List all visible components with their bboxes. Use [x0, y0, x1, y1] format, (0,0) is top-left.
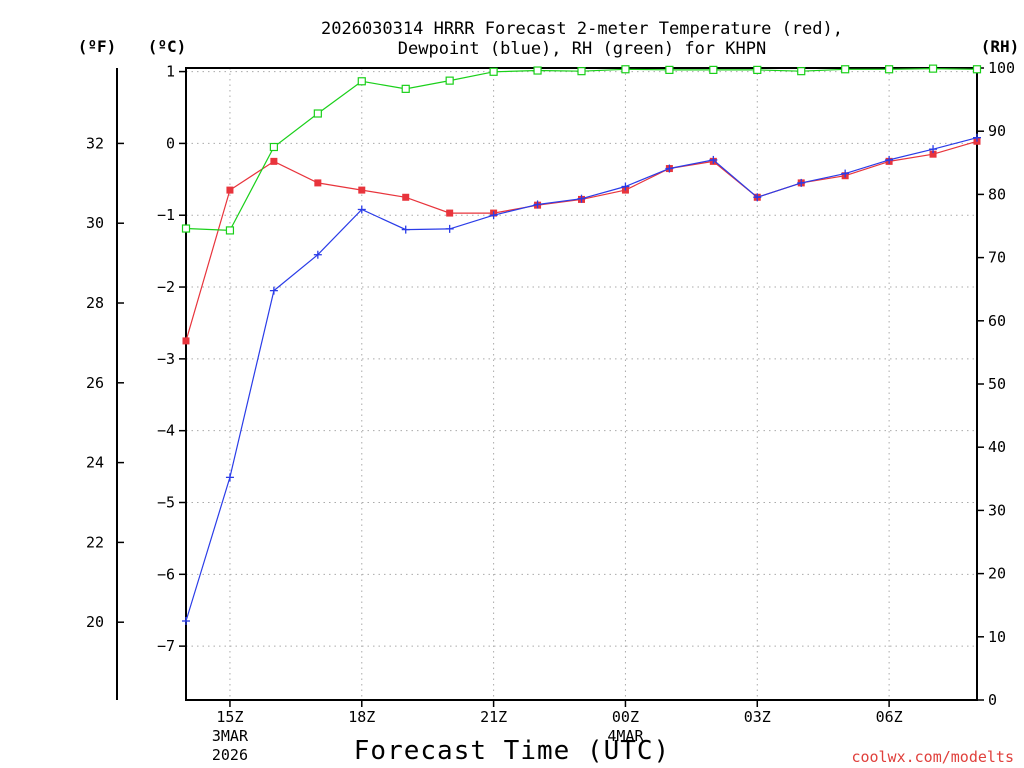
rh-tick-label-0: 100 — [988, 59, 1015, 77]
dewpoint-point-11 — [665, 164, 674, 173]
temperature-point-4 — [358, 186, 366, 194]
dewpoint-point-17 — [929, 145, 938, 154]
temperature-point-3 — [314, 179, 322, 187]
rh-tick-label-5: 50 — [988, 375, 1006, 393]
temperature-point-17 — [929, 150, 937, 158]
rh-point-4 — [357, 77, 366, 86]
celsius-tick-label-8: −7 — [157, 637, 175, 655]
fahrenheit-tick-label-0: 32 — [86, 134, 104, 152]
x-tick-label-03Z: 03Z — [744, 708, 771, 726]
celsius-tick-label-6: −5 — [157, 494, 175, 512]
fahrenheit-tick-label-6: 20 — [86, 613, 104, 631]
x-tick-date-15Z: 3MAR — [212, 727, 249, 745]
dewpoint-point-10 — [621, 182, 630, 191]
dewpoint-point-6 — [445, 224, 454, 233]
dewpoint-point-5 — [401, 225, 410, 234]
dewpoint-point-3 — [313, 250, 322, 259]
dewpoint-point-0 — [182, 617, 190, 625]
fahrenheit-tick-label-3: 26 — [86, 374, 104, 392]
rh-tick-label-2: 80 — [988, 185, 1006, 203]
dewpoint-point-2 — [269, 286, 278, 295]
dewpoint-point-13 — [753, 193, 762, 202]
dewpoint-point-7 — [489, 211, 498, 220]
plot-frame — [185, 67, 978, 701]
rh-tick-label-8: 20 — [988, 565, 1006, 583]
celsius-tick-label-3: −2 — [157, 278, 175, 296]
chart-title: 2026030314 HRRR Forecast 2-meter Tempera… — [321, 19, 843, 39]
temperature-point-2 — [270, 157, 278, 165]
celsius-tick-label-4: −3 — [157, 350, 175, 368]
dewpoint-point-12 — [709, 155, 718, 164]
rh-point-10 — [621, 65, 630, 74]
x-tick-label-06Z: 06Z — [876, 708, 903, 726]
celsius-tick-label-1: 0 — [166, 134, 175, 152]
rh-point-14 — [797, 67, 806, 76]
rh-unit-label: (RH) — [981, 37, 1020, 56]
dewpoint-point-1 — [225, 473, 234, 482]
grid — [186, 68, 977, 700]
celsius-unit-label: (ºC) — [148, 37, 187, 56]
x-tick-label-18Z: 18Z — [348, 708, 375, 726]
rh-point-5 — [401, 84, 410, 93]
credit-text: coolwx.com/modelts — [851, 748, 1014, 766]
axes: 10−1−2−3−4−5−6−7323028262422201009080706… — [86, 59, 1015, 764]
rh-tick-label-10: 0 — [988, 691, 997, 709]
dewpoint-point-4 — [357, 205, 366, 214]
x-tick-label-15Z: 15Z — [216, 708, 243, 726]
rh-point-9 — [577, 67, 586, 76]
dewpoint-point-15 — [841, 169, 850, 178]
x-tick-date-00Z: 4MAR — [607, 727, 644, 745]
rh-point-0 — [181, 224, 191, 233]
temperature-point-0 — [182, 337, 190, 345]
fahrenheit-unit-label: (ºF) — [78, 37, 117, 56]
dewpoint-point-14 — [797, 178, 806, 187]
x-axis-label: Forecast Time (UTC) — [354, 736, 670, 766]
rh-point-18 — [972, 65, 982, 74]
rh-point-13 — [753, 65, 762, 74]
rh-point-7 — [489, 67, 498, 76]
x-tick-label-00Z: 00Z — [612, 708, 639, 726]
rh-point-12 — [709, 65, 718, 74]
rh-tick-label-9: 10 — [988, 628, 1006, 646]
fahrenheit-tick-label-4: 24 — [86, 454, 104, 472]
rh-tick-label-7: 30 — [988, 501, 1006, 519]
celsius-tick-label-7: −6 — [157, 565, 175, 583]
celsius-tick-label-0: 1 — [166, 63, 175, 81]
temperature-point-1 — [226, 186, 234, 194]
series-line-rh — [185, 67, 978, 232]
rh-tick-label-3: 70 — [988, 249, 1006, 267]
rh-point-6 — [445, 76, 454, 85]
series-line-temperature — [185, 140, 978, 342]
x-tick-label-21Z: 21Z — [480, 708, 507, 726]
rh-point-3 — [313, 109, 322, 118]
series-layer — [181, 64, 982, 625]
fahrenheit-tick-label-5: 22 — [86, 533, 104, 551]
temperature-point-5 — [402, 193, 410, 201]
rh-tick-label-1: 90 — [988, 122, 1006, 140]
rh-tick-label-6: 40 — [988, 438, 1006, 456]
rh-point-2 — [269, 142, 278, 152]
rh-point-11 — [665, 65, 674, 74]
dewpoint-point-8 — [533, 200, 542, 209]
fahrenheit-tick-label-2: 28 — [86, 294, 104, 312]
dewpoint-point-9 — [577, 194, 586, 203]
x-tick-year-15Z: 2026 — [212, 746, 248, 764]
chart-subtitle: Dewpoint (blue), RH (green) for KHPN — [398, 39, 766, 59]
rh-point-15 — [841, 65, 850, 74]
celsius-tick-label-2: −1 — [157, 206, 175, 224]
celsius-tick-label-5: −4 — [157, 422, 175, 440]
dewpoint-point-16 — [885, 155, 894, 164]
rh-point-1 — [225, 226, 235, 235]
rh-point-17 — [928, 64, 938, 73]
temperature-point-6 — [446, 209, 454, 217]
dewpoint-point-18 — [973, 133, 981, 142]
rh-tick-label-4: 60 — [988, 312, 1006, 330]
rh-point-8 — [533, 66, 542, 75]
fahrenheit-tick-label-1: 30 — [86, 214, 104, 232]
rh-point-16 — [885, 65, 894, 74]
series-line-dewpoint — [185, 137, 978, 622]
